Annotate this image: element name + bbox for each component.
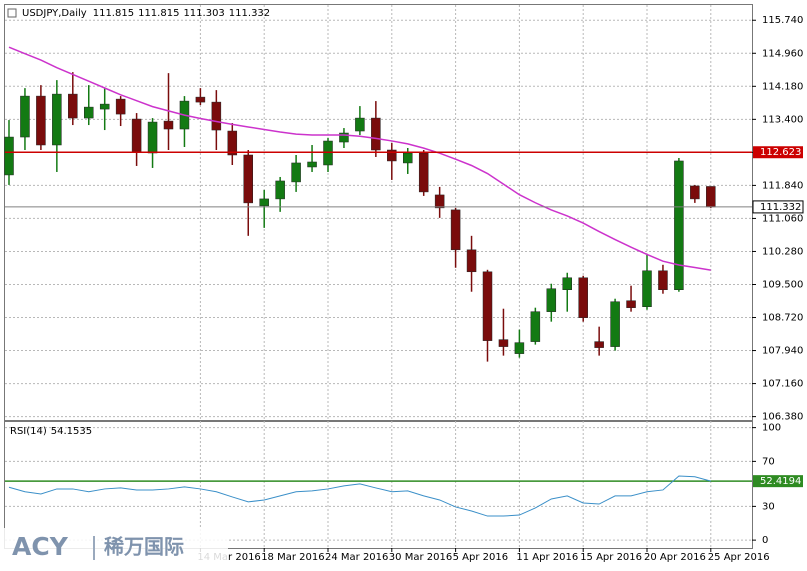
candle-body [275, 180, 285, 200]
x-tick-label: 14 Mar 2016 [197, 552, 260, 563]
header-icon [7, 8, 17, 18]
candle-body [706, 186, 716, 208]
candle-body [195, 96, 206, 103]
candle-body [578, 277, 588, 318]
x-tick-label: 20 Apr 2016 [644, 552, 706, 563]
price-tag-label: 112.623 [760, 147, 801, 158]
header-close: 111.332 [229, 8, 270, 19]
rsi-title: RSI(14) [10, 426, 47, 437]
rsi-header: RSI(14) 54.1535 [10, 426, 92, 437]
candle-body [52, 93, 62, 146]
candle-body [658, 270, 668, 290]
candle-body [355, 117, 365, 132]
y-tick-label: 106.380 [762, 412, 803, 423]
y-tick-label: 113.400 [762, 114, 803, 125]
candle-body [243, 154, 253, 204]
close-tag [752, 200, 804, 214]
x-tick-label: 30 Mar 2016 [389, 552, 452, 563]
header-low: 111.303 [183, 8, 224, 19]
y-tick-label: 100 [762, 423, 781, 434]
candle-body [115, 98, 126, 115]
chart-title: USDJPY,Daily [22, 8, 87, 19]
candle-body [642, 270, 652, 307]
y-tick-label: 109.500 [762, 279, 803, 290]
y-tick-label: 107.940 [762, 346, 803, 357]
candle-body [674, 160, 684, 290]
chart-header: USDJPY,Daily 111.815 111.815 111.303 111.332 [22, 8, 270, 19]
candle-body [690, 185, 700, 200]
candle-body [36, 95, 46, 146]
candle-body [259, 198, 269, 207]
candle-body [626, 300, 636, 308]
candle-body [610, 301, 620, 347]
marks [4, 46, 752, 517]
x-tick-label: 18 Mar 2016 [261, 552, 324, 563]
y-tick-label: 70 [762, 456, 775, 467]
candle-body [4, 136, 14, 176]
candle-body [530, 311, 541, 342]
y-tick-label: 111.840 [762, 180, 803, 191]
x-tick-label: 25 Apr 2016 [708, 552, 770, 563]
candle-body [594, 341, 604, 348]
header-open: 111.815 [93, 8, 134, 19]
candle-body [339, 132, 349, 143]
candle-body [20, 95, 30, 138]
rsi-line [8, 475, 711, 517]
y-tick-label: 111.060 [762, 213, 803, 224]
watermark-brand: ACY [12, 532, 69, 561]
candle-body [131, 118, 142, 153]
candle-body [227, 130, 238, 156]
watermark: ACY 稀万国际 [0, 528, 228, 571]
candle-body [482, 271, 493, 341]
candle-body [163, 120, 174, 130]
price-tag [753, 146, 803, 159]
candle-body [403, 152, 413, 164]
candle-body [498, 339, 509, 347]
x-tick-label: 15 Apr 2016 [580, 552, 642, 563]
y-tick-label: 114.960 [762, 48, 803, 59]
candle-body [387, 149, 397, 162]
candle-body [514, 342, 525, 354]
price-tag-label: 52.4194 [760, 476, 801, 487]
candle-body [450, 209, 461, 251]
y-tick-label: 108.720 [762, 313, 803, 324]
watermark-brand-cn: 稀万国际 [104, 535, 184, 559]
close-tag-label: 111.332 [760, 202, 801, 213]
y-tick-label: 115.740 [762, 15, 803, 26]
candle-body [562, 277, 572, 290]
y-tick-label: 107.160 [762, 379, 803, 390]
candle-body [291, 162, 301, 183]
candle-body [371, 117, 381, 151]
candle-body [84, 106, 94, 119]
candle-body [546, 288, 557, 312]
grid [5, 5, 756, 552]
x-tick-label: 11 Apr 2016 [516, 552, 578, 563]
candle-body [147, 121, 158, 154]
candle-body [434, 194, 445, 209]
header-high: 111.815 [138, 8, 179, 19]
price-tag [753, 475, 803, 488]
moving-average [8, 46, 711, 271]
candle-body [99, 103, 110, 110]
watermark-bg [0, 528, 228, 571]
labels: 115.740114.960114.180113.400112.620111.8… [197, 15, 804, 563]
rsi-pane [4, 421, 753, 549]
candle-body [211, 101, 222, 131]
x-tick-label: 24 Mar 2016 [325, 552, 388, 563]
candle-body [466, 249, 477, 273]
y-tick-label: 30 [762, 501, 775, 512]
y-tick-label: 110.280 [762, 246, 803, 257]
candle-body [68, 93, 78, 119]
y-tick-label: 0 [762, 535, 768, 546]
y-tick-label: 114.180 [762, 81, 803, 92]
candle-body [323, 140, 333, 166]
rsi-value: 54.1535 [51, 426, 92, 437]
candle-body [307, 161, 317, 168]
x-tick-label: 5 Apr 2016 [453, 552, 508, 563]
candle-body [418, 152, 429, 193]
